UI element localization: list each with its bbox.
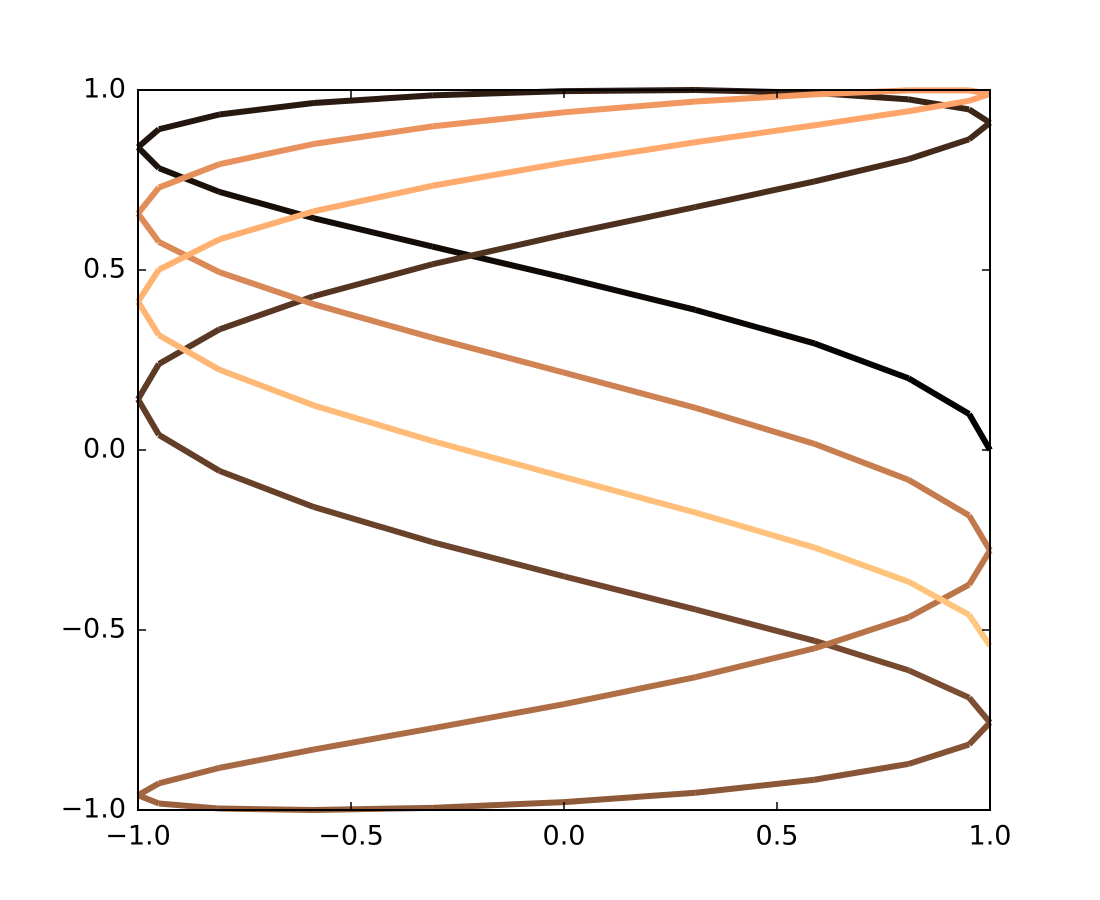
- line-segment: [158, 800, 220, 812]
- line-segment: [813, 441, 910, 483]
- line-segment: [135, 300, 162, 337]
- line-segment: [966, 613, 993, 648]
- y-tick-label: −1.0: [60, 794, 126, 825]
- y-tick-label: 0.5: [83, 254, 126, 285]
- line-segment: [907, 667, 971, 701]
- line-segment: [158, 764, 221, 787]
- line-segment: [157, 165, 221, 195]
- line-segment: [907, 375, 971, 417]
- line-segment: [431, 159, 565, 189]
- line-segment: [694, 645, 816, 681]
- line-segment: [135, 268, 162, 304]
- line-segment: [157, 332, 221, 373]
- line-segment: [907, 477, 971, 519]
- line-segment: [563, 674, 697, 708]
- line-segment: [967, 106, 992, 126]
- line-segment: [218, 468, 315, 510]
- line-segment: [312, 725, 433, 753]
- line-segment: [563, 369, 697, 411]
- line-segment: [157, 236, 221, 273]
- x-tick-label: −1.0: [105, 821, 171, 852]
- line-segment: [432, 109, 565, 130]
- line-segment: [563, 98, 696, 116]
- line-segment: [814, 87, 909, 98]
- x-tick-label: 0.5: [756, 821, 799, 852]
- line-segment: [219, 99, 314, 118]
- line-segment: [135, 397, 162, 437]
- line-segment: [695, 122, 815, 146]
- line-segment: [431, 701, 565, 732]
- line-segment: [694, 606, 816, 644]
- line-segment: [695, 776, 815, 796]
- line-segment: [813, 760, 910, 783]
- line-segment: [431, 334, 565, 376]
- line-segment: [313, 92, 433, 106]
- line-segment: [312, 182, 433, 215]
- line-segment: [563, 789, 696, 806]
- line-segment: [813, 156, 910, 185]
- line-segment: [218, 746, 315, 771]
- line-segment: [158, 111, 221, 133]
- line-segment: [218, 366, 315, 409]
- line-segment: [563, 474, 697, 516]
- line-segment: [694, 405, 816, 447]
- line-segment: [431, 243, 565, 281]
- line-segment: [135, 211, 162, 244]
- line-segment: [908, 97, 970, 115]
- y-tick-label: 1.0: [83, 74, 126, 105]
- line-segment: [432, 799, 565, 811]
- line-segment: [694, 307, 816, 347]
- line-segment: [312, 504, 434, 546]
- line-segment: [813, 340, 910, 382]
- x-tick-label: 0.0: [543, 821, 586, 852]
- line-segment: [312, 402, 434, 444]
- line-segment: [312, 215, 434, 250]
- line-segment: [966, 412, 993, 452]
- line-segment: [313, 123, 433, 147]
- y-tick-label: −0.5: [60, 614, 126, 645]
- line-segment: [431, 231, 565, 268]
- line-segment: [135, 185, 162, 216]
- line-segment: [967, 120, 992, 142]
- line-segment: [312, 261, 434, 300]
- line-segment: [157, 326, 221, 367]
- line-segment: [813, 544, 910, 585]
- line-segment: [157, 161, 221, 191]
- line-segment: [312, 301, 434, 341]
- line-segment: [966, 720, 993, 747]
- line-segment: [136, 780, 161, 798]
- line-segment: [907, 741, 971, 767]
- x-tick-label: −0.5: [318, 821, 384, 852]
- line-segment: [968, 91, 991, 104]
- line-segment: [218, 269, 315, 308]
- line-segment: [563, 139, 697, 166]
- line-segment: [135, 362, 162, 401]
- line-segment: [563, 573, 697, 613]
- line-segment: [966, 695, 993, 725]
- line-segment: [966, 548, 993, 587]
- line-segment: [157, 432, 221, 474]
- line-segment: [563, 204, 697, 238]
- line-segment: [907, 579, 971, 618]
- x-tick-label: 1.0: [969, 821, 1012, 852]
- line-segment: [136, 126, 161, 150]
- line-segment: [694, 509, 816, 551]
- line-segment: [813, 614, 910, 652]
- line-segment: [695, 178, 816, 210]
- line-segment: [907, 136, 971, 162]
- line-segment: [218, 208, 315, 243]
- line-segment: [432, 88, 565, 99]
- line-segment: [218, 141, 315, 168]
- line-segment: [966, 513, 993, 552]
- y-tick-label: 0.0: [83, 434, 126, 465]
- line-segment: [563, 274, 697, 313]
- line-segment: [431, 438, 565, 480]
- line-segment: [695, 91, 815, 105]
- line-segment: [135, 145, 161, 171]
- line-segment: [814, 108, 910, 129]
- line-segment: [431, 539, 565, 580]
- plot-area: [135, 87, 993, 813]
